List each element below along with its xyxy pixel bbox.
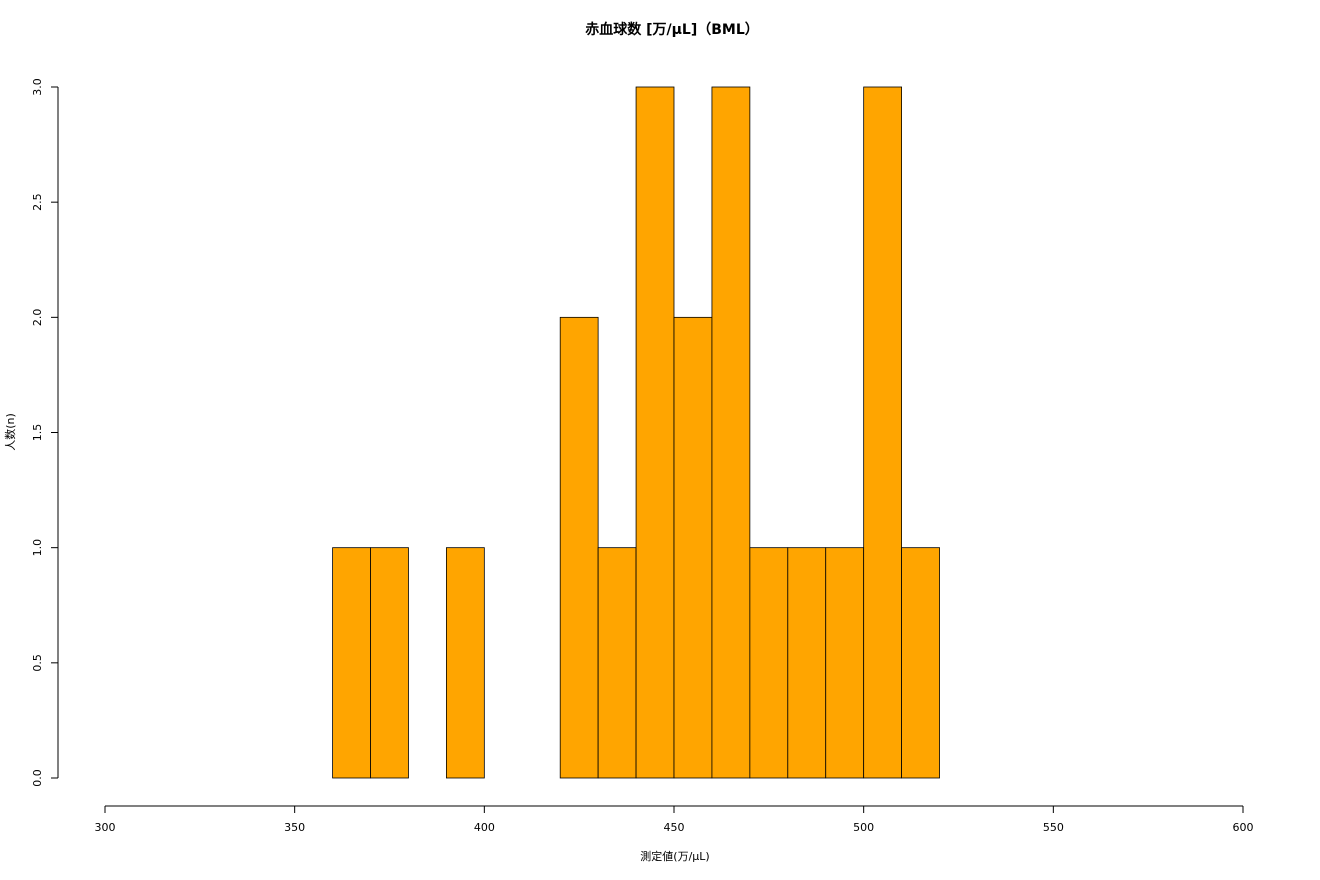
y-tick-label: 0.5 (31, 654, 44, 672)
y-tick-label: 1.5 (31, 424, 44, 442)
bar (711, 86, 751, 779)
bar (673, 316, 713, 779)
y-axis-label: 人数(n) (4, 413, 17, 451)
bar (635, 86, 675, 779)
bar (332, 547, 371, 779)
x-axis-label: 測定値(万/μL) (640, 849, 709, 863)
bar (370, 547, 409, 779)
y-tick-label: 0.0 (31, 769, 44, 787)
bar (863, 86, 903, 779)
x-tick-label: 450 (664, 821, 685, 834)
bar (749, 547, 789, 779)
x-tick-label: 550 (1043, 821, 1064, 834)
bar (559, 316, 599, 779)
bar (901, 547, 940, 779)
y-tick-label: 1.0 (31, 539, 44, 557)
x-tick-label: 350 (284, 821, 305, 834)
bar (445, 547, 485, 779)
chart-title: 赤血球数 [万/μL]（BML） (585, 21, 759, 38)
x-tick-label: 400 (474, 821, 495, 834)
x-tick-label: 600 (1233, 821, 1254, 834)
x-tick-label: 300 (95, 821, 116, 834)
y-tick-label: 2.5 (31, 193, 44, 211)
bar (787, 547, 827, 779)
bar (825, 547, 865, 779)
y-tick-label: 3.0 (31, 78, 44, 96)
x-tick-label: 500 (853, 821, 874, 834)
y-tick-label: 2.0 (31, 309, 44, 327)
bar (597, 547, 637, 779)
